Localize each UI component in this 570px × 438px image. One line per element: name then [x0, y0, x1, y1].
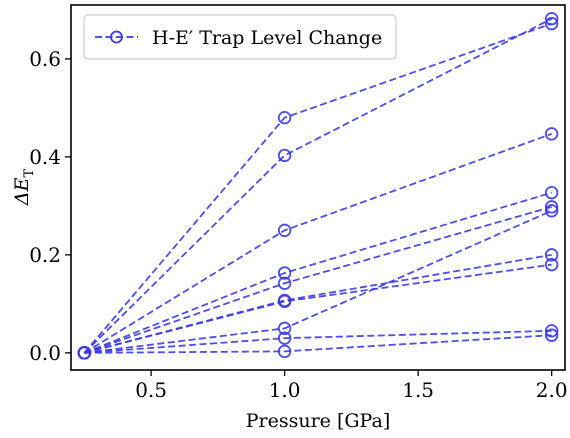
ticks-layer: 0.5 1.0 1.5 2.0 0.0 0.2 0.4 0.6	[29, 47, 567, 402]
legend-box	[83, 14, 397, 60]
series-layer	[77, 12, 559, 360]
data-point	[544, 16, 559, 31]
data-point	[277, 276, 292, 290]
y-tick-label: 0.4	[29, 145, 61, 169]
series-line	[84, 329, 552, 354]
data-point	[277, 321, 292, 336]
data-point	[277, 266, 292, 280]
data-point	[544, 185, 559, 200]
series-line	[84, 205, 552, 354]
data-point	[277, 148, 292, 163]
data-point	[77, 346, 92, 360]
y-tick-label: 0.2	[29, 243, 61, 267]
series-line	[83, 22, 552, 354]
data-point	[544, 204, 559, 218]
x-tick-label: 2.0	[536, 378, 568, 402]
data-point	[277, 331, 292, 345]
series-line	[84, 263, 552, 354]
data-point	[277, 344, 292, 359]
legend: H-E′ Trap Level Change	[83, 14, 397, 60]
x-tick-label: 1.0	[269, 378, 301, 402]
series-line	[84, 191, 552, 354]
y-axis-title: ΔET	[11, 169, 37, 207]
data-point	[544, 257, 559, 272]
y-tick-label: 0.0	[29, 341, 61, 365]
data-point	[277, 294, 292, 309]
data-point	[544, 12, 559, 26]
x-tick-label: 1.5	[402, 378, 434, 402]
legend-label: H-E′ Trap Level Change	[152, 27, 382, 49]
y-axis-title-sub: T	[22, 169, 37, 178]
legend-marker	[110, 30, 123, 44]
y-axis-title-main: ΔE	[11, 177, 33, 206]
plot-frame	[70, 4, 566, 371]
data-point	[544, 248, 559, 262]
data-point	[544, 328, 559, 342]
x-tick-label: 0.5	[135, 378, 167, 402]
data-point	[544, 324, 559, 338]
y-tick-label: 0.6	[29, 47, 61, 71]
data-point	[277, 110, 292, 125]
data-point	[544, 200, 559, 214]
series-line	[83, 133, 552, 354]
series-line	[84, 209, 553, 354]
data-point	[277, 223, 292, 238]
x-axis-title: Pressure [GPa]	[246, 410, 390, 432]
series-line	[83, 17, 553, 354]
series-line	[84, 334, 552, 354]
data-point	[544, 127, 559, 141]
